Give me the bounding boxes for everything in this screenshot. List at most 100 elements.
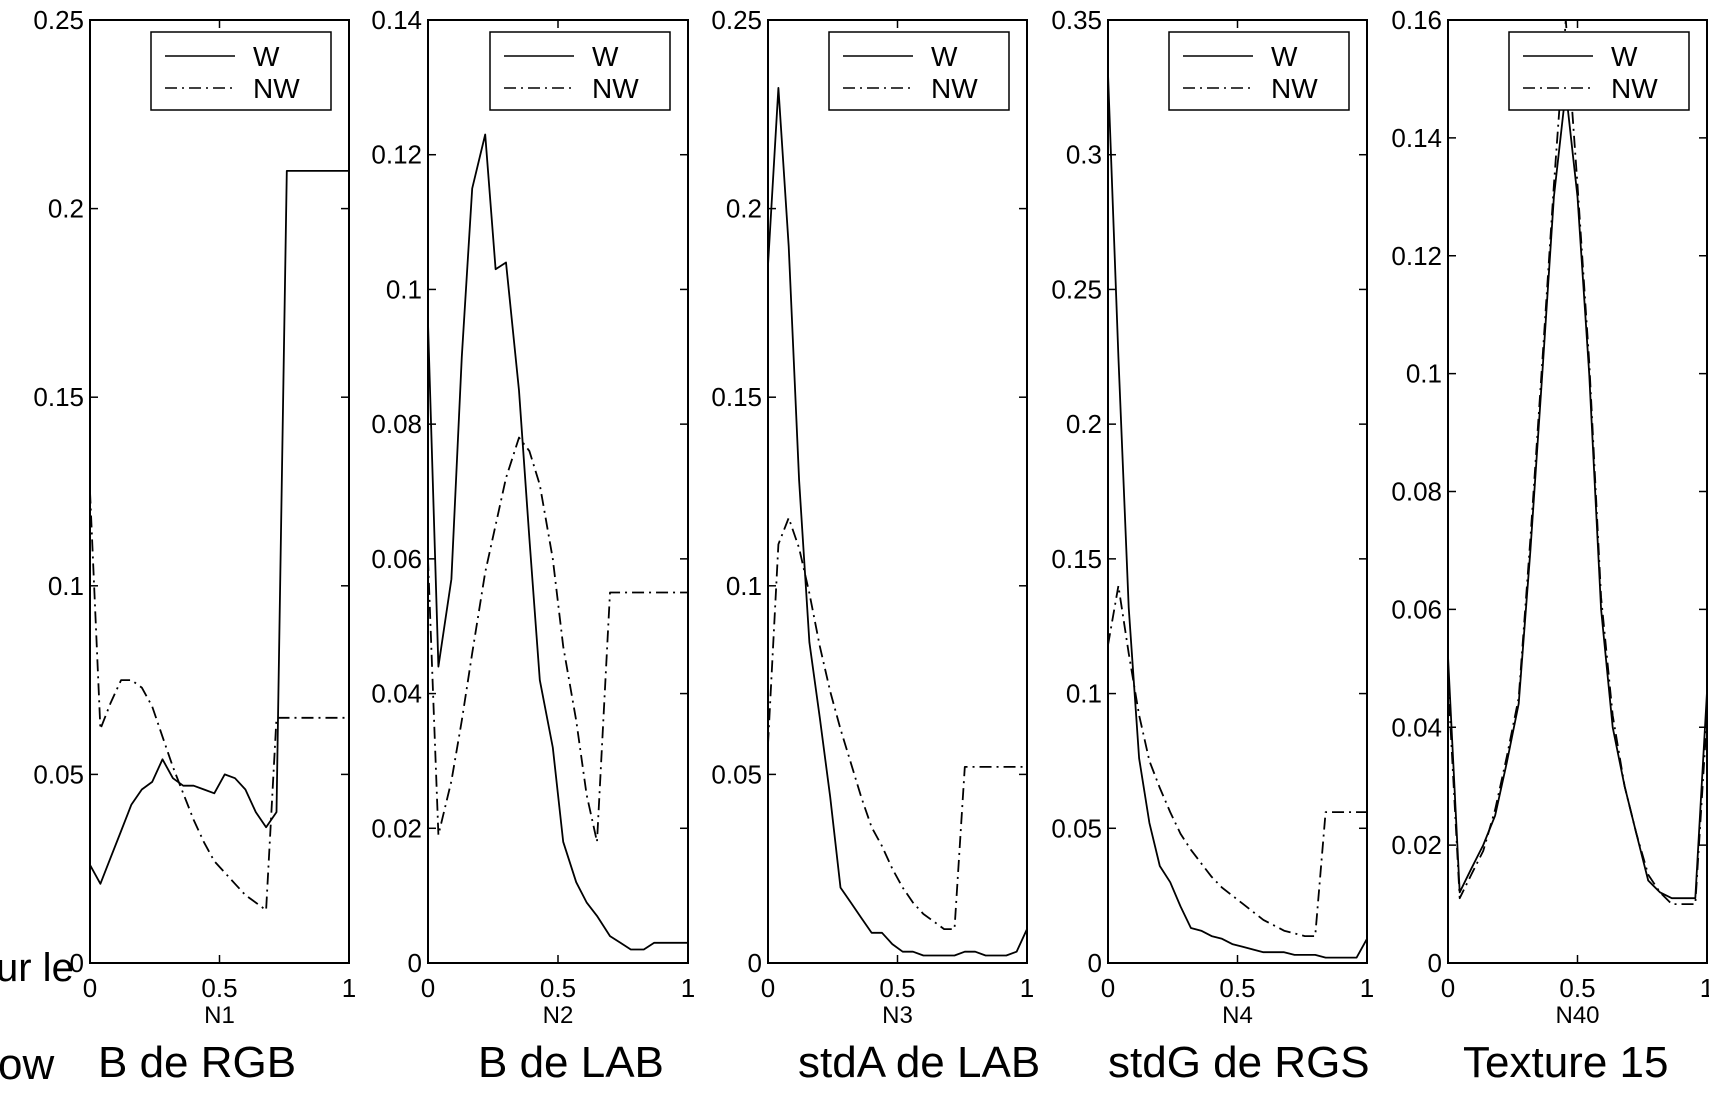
plot-frame [767,19,1028,964]
legend-box [1508,31,1690,111]
legend: WNW [828,31,1010,111]
series-line-w [1447,89,1708,900]
legend-label: W [253,41,280,72]
panel-1: 0 0.02 0.04 0.06 0.08 0.1 0.12 0.14 0 0.5 1 N2 WNW [371,5,695,1029]
x-tick-label: 0.5 [1219,973,1255,1003]
y-tick-label: 0.35 [1051,5,1102,35]
y-tick-label: 0 [1428,948,1442,978]
y-tick-label: 0.15 [711,382,762,412]
caption-2: stdA de LAB [798,1038,1041,1087]
panel-0: 0 0.05 0.1 0.15 0.2 0.25 0 0.5 1 N1 WNW [33,5,356,1029]
legend-box [828,31,1010,111]
series-line-w [89,169,349,885]
y-tick-label: 0.02 [371,813,422,843]
x-tick-label: 0 [1101,973,1115,1003]
x-axis-label: N3 [882,1002,913,1029]
x-axis-label: N1 [204,1002,235,1029]
y-tick-label: 0.15 [1051,544,1102,574]
legend: WNW [489,31,671,111]
x-tick-label: 0.5 [201,973,237,1003]
y-tick-label: 0.1 [726,571,762,601]
y-tick-label: 0.25 [33,5,84,35]
series-line-w [427,133,688,951]
x-tick-label: 1 [1700,973,1709,1003]
series-line-nw [89,491,349,912]
legend: WNW [1508,31,1690,111]
cut-text-left-fragment: ur le [0,946,74,990]
y-tick-label: 0.25 [1051,274,1102,304]
x-tick-label: 1 [1020,973,1034,1003]
legend-label: NW [253,73,300,104]
y-tick-label: 0.02 [1391,830,1442,860]
y-tick-label: 0.14 [1391,123,1442,153]
panel-2: 0 0.05 0.1 0.15 0.2 0.25 0 0.5 1 N3 WNW [711,5,1034,1029]
y-tick-label: 0.2 [1066,409,1102,439]
legend-label: W [592,41,619,72]
caption-3: stdG de RGS [1108,1038,1370,1087]
y-tick-label: 0.05 [1051,813,1102,843]
legend-label: NW [931,73,978,104]
legend-label: NW [592,73,639,104]
x-tick-label: 0.5 [540,973,576,1003]
x-tick-label: 1 [1360,973,1374,1003]
y-tick-label: 0.1 [48,571,84,601]
series-line-nw [1107,584,1367,937]
legend: WNW [1168,31,1350,111]
x-axis-label: N4 [1222,1002,1253,1029]
y-tick-label: 0.08 [371,409,422,439]
y-tick-label: 0.2 [48,194,84,224]
caption-4: Texture 15 [1463,1038,1669,1087]
legend-box [1168,31,1350,111]
y-tick-label: 0.12 [1391,241,1442,271]
y-tick-label: 0.04 [1391,712,1442,742]
y-tick-label: 0.06 [1391,594,1442,624]
series-line-nw [427,436,688,843]
y-tick-label: 0.04 [371,679,422,709]
series-line-w [767,87,1028,957]
legend-box [150,31,332,111]
x-axis-label: N40 [1555,1002,1599,1029]
y-tick-label: 0 [408,948,422,978]
y-tick-label: 0.06 [371,544,422,574]
panel-4: 0 0.02 0.04 0.06 0.08 0.1 0.12 0.14 0.16 0 0.5 1 N40… [1391,5,1709,1029]
y-tick-label: 0.1 [1066,679,1102,709]
plot-frame [1107,19,1368,964]
y-tick-label: 0.2 [726,194,762,224]
x-tick-label: 0.5 [879,973,915,1003]
y-tick-label: 0.05 [711,759,762,789]
x-tick-label: 0 [83,973,97,1003]
y-tick-label: 0.16 [1391,5,1442,35]
y-tick-label: 0 [748,948,762,978]
series-line-nw [1447,19,1708,905]
plot-frame [89,19,350,964]
x-tick-label: 1 [681,973,695,1003]
y-tick-label: 0.1 [1406,359,1442,389]
y-tick-label: 0 [1088,948,1102,978]
x-tick-label: 0.5 [1559,973,1595,1003]
caption-1: B de LAB [478,1038,664,1087]
plot-frame [427,19,689,964]
y-tick-label: 0.1 [386,274,422,304]
legend-box [489,31,671,111]
y-tick-label: 0 [70,948,84,978]
legend: WNW [150,31,332,111]
y-tick-label: 0.3 [1066,140,1102,170]
caption-0: B de RGB [98,1038,297,1087]
cut-text-bottom-fragment: ow [0,1040,55,1089]
legend-label: W [931,41,958,72]
plot-frame [1447,19,1708,964]
y-tick-label: 0.12 [371,140,422,170]
x-axis-label: N2 [543,1002,574,1029]
series-line-w [1107,73,1368,959]
panel-3: 0 0.05 0.1 0.15 0.2 0.25 0.3 0.35 0 0.5 1 N4 WNW [1051,5,1374,1029]
x-tick-label: 1 [342,973,356,1003]
series-line-nw [767,517,1027,930]
x-tick-label: 0 [761,973,775,1003]
y-tick-label: 0.14 [371,5,422,35]
x-tick-label: 0 [421,973,435,1003]
y-tick-label: 0.05 [33,759,84,789]
legend-label: NW [1271,73,1318,104]
legend-label: W [1611,41,1638,72]
x-tick-label: 0 [1441,973,1455,1003]
